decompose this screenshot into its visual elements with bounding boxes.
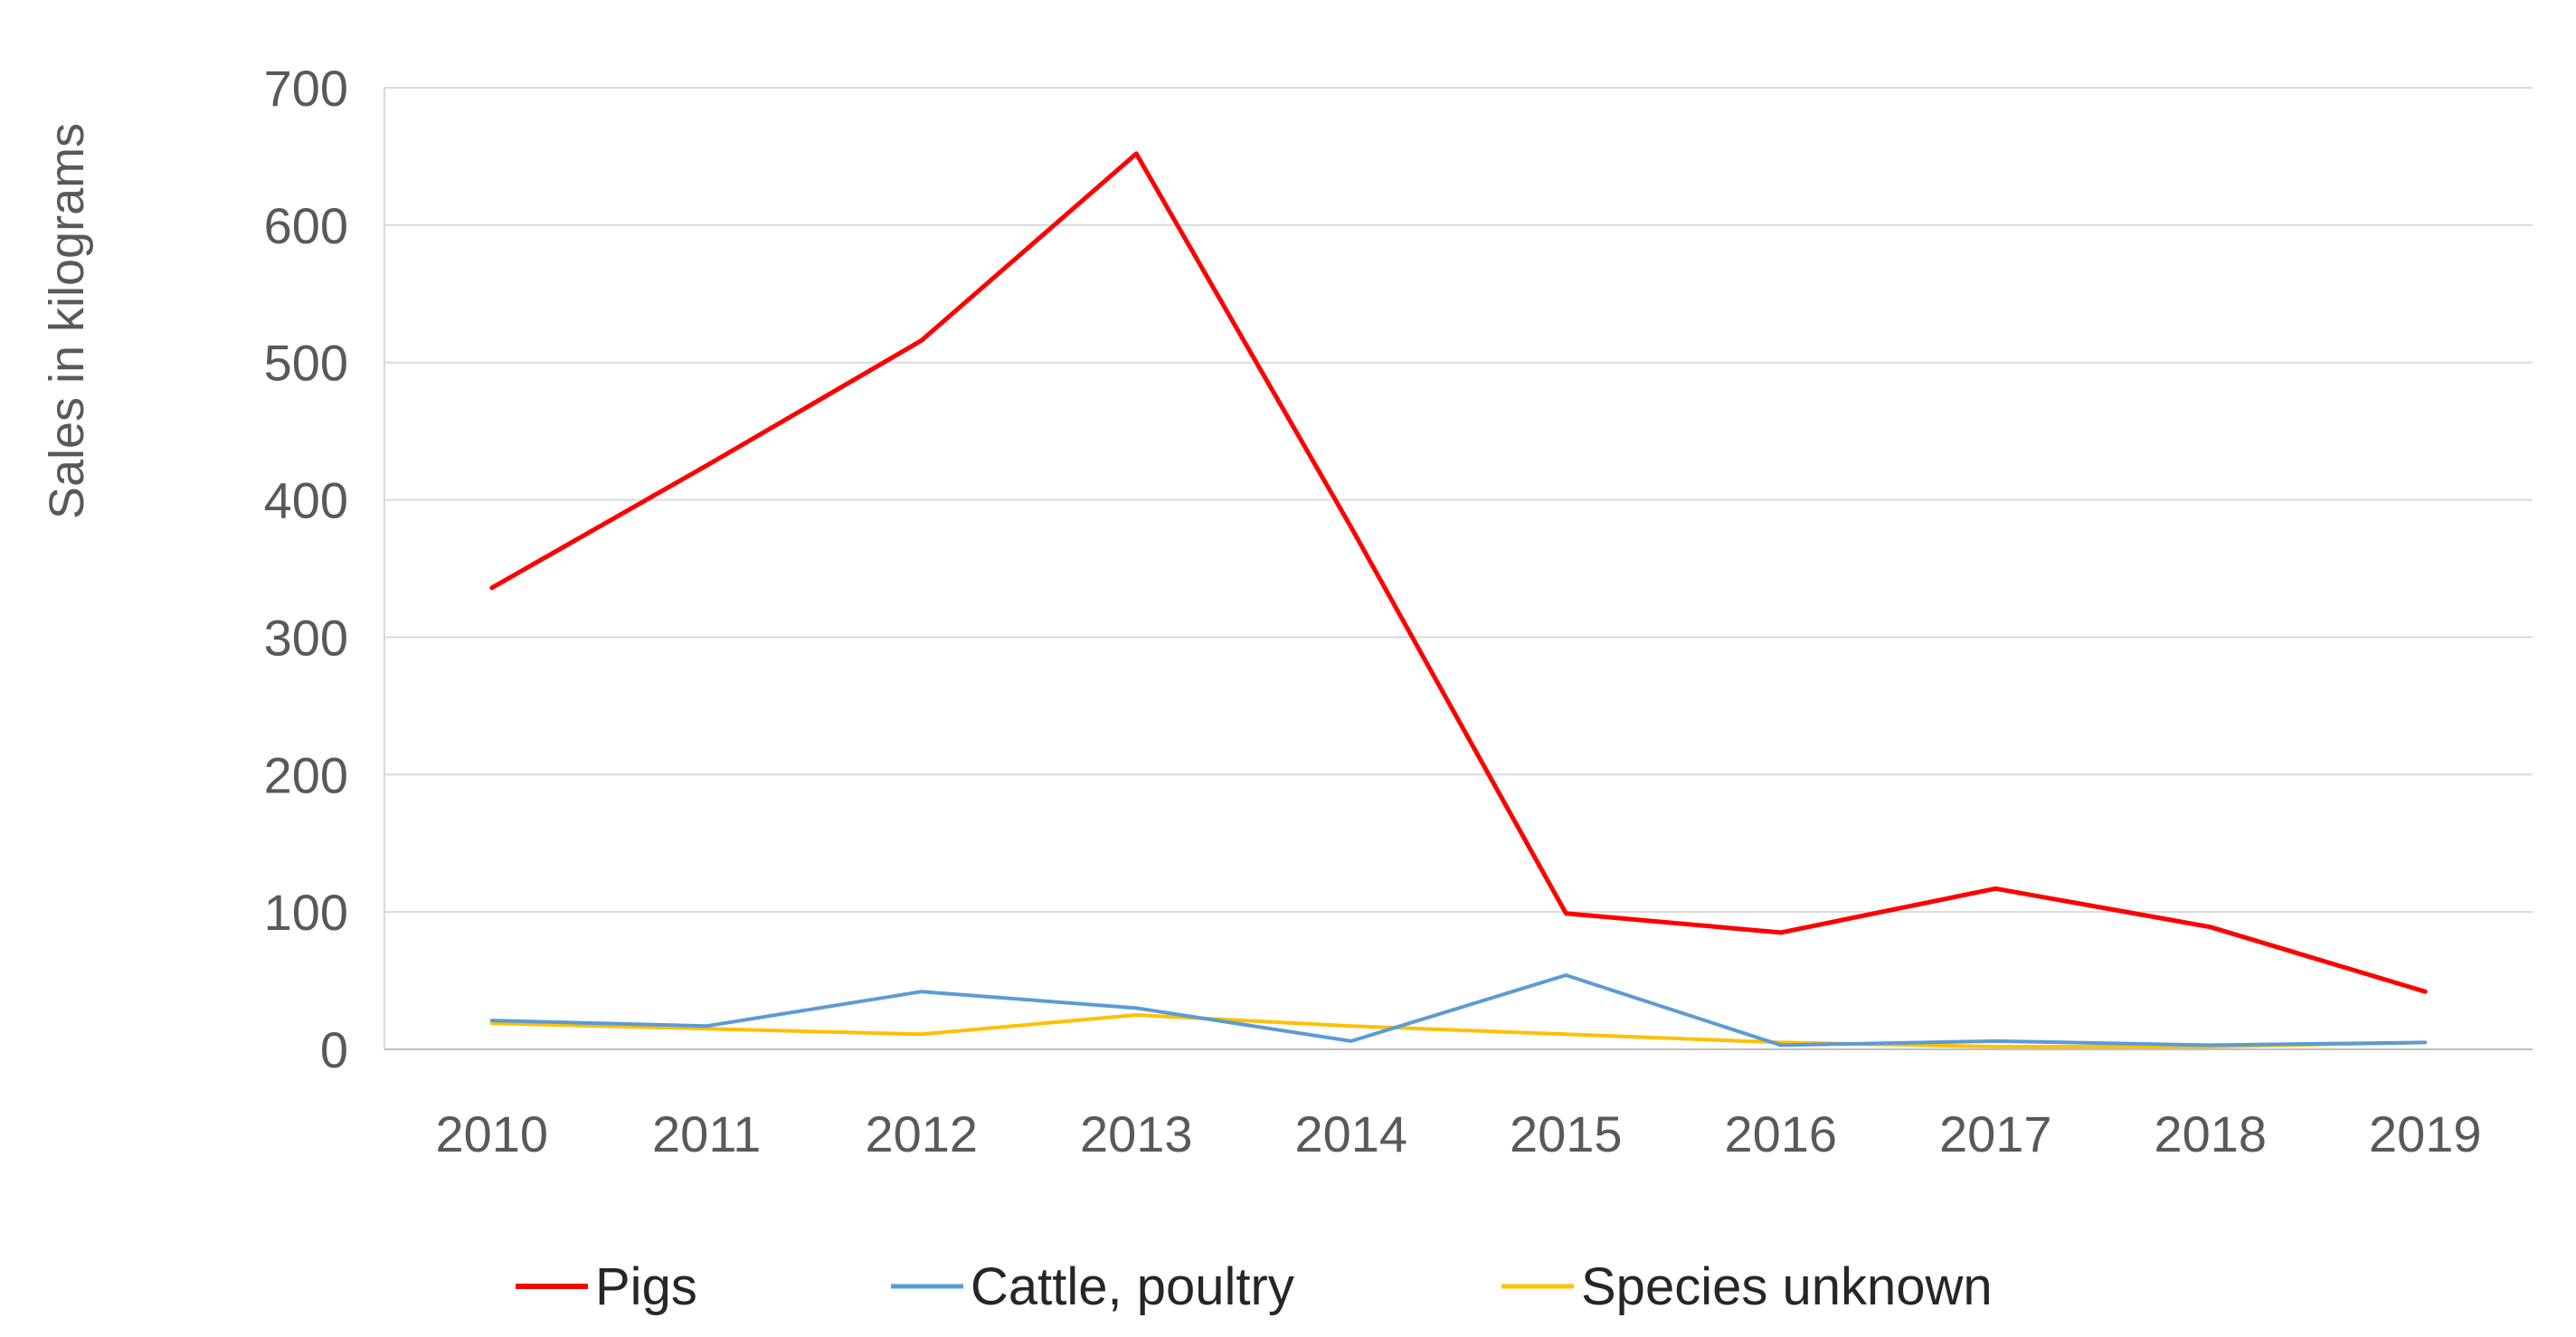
series-line-cattle-poultry [489, 973, 2428, 1048]
x-tick-label: 2012 [865, 1105, 978, 1162]
series-line-pigs [489, 151, 2428, 994]
legend: Pigs Cattle, poultry Species unknown [516, 1257, 1993, 1316]
x-tick-labels: 2010 2011 2012 2013 2014 2015 2016 2017 2018 2019 [435, 1105, 2481, 1162]
x-tick-label: 2010 [435, 1105, 548, 1162]
y-tick-label: 300 [264, 609, 348, 666]
x-tick-label: 2016 [1724, 1105, 1837, 1162]
x-tick-label: 2013 [1080, 1105, 1193, 1162]
x-tick-label: 2014 [1294, 1105, 1407, 1162]
y-tick-label: 100 [264, 884, 348, 941]
y-tick-label: 500 [264, 335, 348, 392]
x-tick-label: 2017 [1939, 1105, 2052, 1162]
legend-item: Cattle, poultry [891, 1257, 1294, 1316]
series-line-species-unknown [489, 1013, 2428, 1048]
legend-label: Cattle, poultry [971, 1257, 1294, 1316]
y-tick-label: 400 [264, 472, 348, 529]
y-tick-label: 0 [320, 1021, 348, 1078]
axes [384, 88, 2533, 1050]
x-tick-label: 2015 [1510, 1105, 1623, 1162]
x-tick-label: 2019 [2369, 1105, 2482, 1162]
gridlines [384, 87, 2533, 914]
x-tick-label: 2011 [652, 1105, 761, 1162]
y-tick-label: 700 [264, 60, 348, 117]
legend-item: Pigs [516, 1257, 697, 1316]
series-lines [489, 151, 2428, 1048]
y-axis-title: Sales in kilograms [40, 123, 94, 519]
x-tick-label: 2018 [2154, 1105, 2267, 1162]
legend-item: Species unknown [1501, 1257, 1993, 1316]
y-tick-label: 600 [264, 197, 348, 254]
y-tick-label: 200 [264, 746, 348, 803]
legend-label: Pigs [595, 1257, 697, 1316]
legend-label: Species unknown [1581, 1257, 1993, 1316]
y-tick-labels: 0 100 200 300 400 500 600 700 [264, 60, 348, 1078]
